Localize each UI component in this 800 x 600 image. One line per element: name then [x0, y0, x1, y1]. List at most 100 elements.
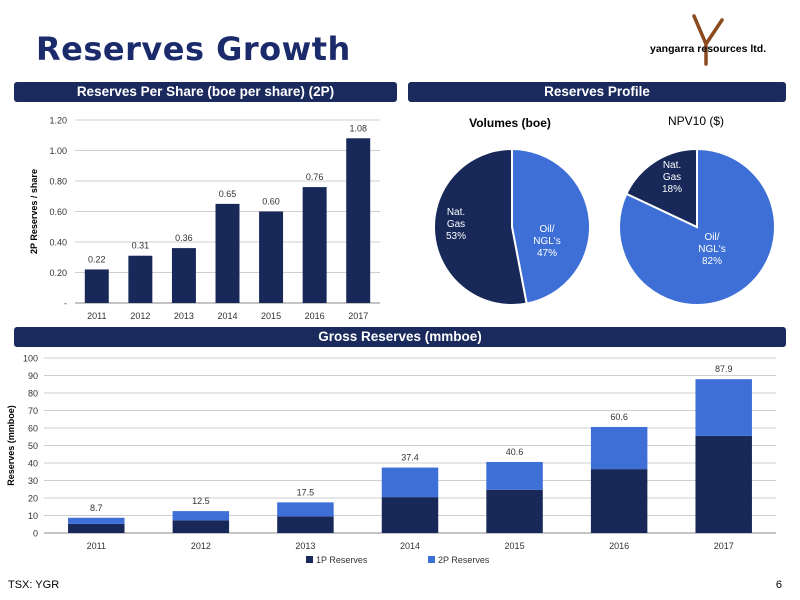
y-tick-label: 10 — [28, 511, 38, 521]
y-tick-label: 100 — [23, 354, 38, 364]
total-label: 60.6 — [610, 412, 628, 422]
y-tick-label: 1.20 — [49, 116, 67, 126]
page-title: Reserves Growth — [36, 30, 351, 68]
bar — [346, 138, 371, 303]
y-tick-label: 20 — [28, 494, 38, 504]
bar — [171, 248, 196, 303]
total-label: 8.7 — [90, 503, 103, 513]
pie-label: Gas — [447, 219, 465, 230]
x-tick-label: 2016 — [305, 311, 325, 321]
y-tick-label: 1.00 — [49, 146, 67, 156]
bar-2p — [590, 426, 648, 470]
pie-label: Oil/ — [705, 232, 720, 243]
bar-1p — [381, 497, 439, 533]
y-tick-label: 0.40 — [49, 238, 67, 248]
pie-label: Nat. — [663, 160, 681, 171]
bar-2p — [486, 461, 543, 490]
bar-2p — [277, 502, 334, 517]
reserves-per-share-chart: - 0.20 0.40 0.60 0.80 1.00 1.20 0.22 2011 0.31 201… — [29, 116, 380, 321]
pie-label: NGL's — [698, 244, 725, 255]
x-tick-label: 2012 — [130, 311, 150, 321]
x-tick-label: 2015 — [261, 311, 281, 321]
legend-swatch — [428, 556, 435, 563]
page-number: 6 — [775, 579, 782, 591]
bar-1p — [486, 489, 543, 533]
x-tick-label: 2014 — [217, 311, 237, 321]
x-tick-label: 2016 — [609, 541, 629, 551]
pie-label: 82% — [702, 256, 722, 267]
y-tick-label: 30 — [28, 476, 38, 486]
pie-slice — [625, 147, 698, 229]
bar — [84, 269, 109, 303]
bar — [302, 187, 327, 303]
x-tick-label: 2011 — [87, 541, 106, 551]
y-tick-label: 0.80 — [49, 177, 67, 187]
data-label: 1.08 — [349, 123, 367, 133]
logo-mark — [692, 14, 724, 66]
bar-2p — [172, 511, 230, 521]
x-tick-label: 2013 — [174, 311, 194, 321]
data-label: 0.36 — [175, 233, 193, 243]
bar-1p — [277, 516, 334, 533]
x-tick-label: 2014 — [400, 541, 420, 551]
reserves-profile-banner: Reserves Profile — [408, 82, 786, 102]
bar-1p — [590, 469, 648, 533]
x-tick-label: 2017 — [348, 311, 368, 321]
y-tick-label: 40 — [28, 459, 38, 469]
bar — [128, 255, 153, 303]
pie-slice — [511, 147, 591, 305]
pie-label: Nat. — [447, 207, 465, 218]
reserves-per-share-banner: Reserves Per Share (boe per share) (2P) — [14, 82, 397, 102]
total-label: 37.4 — [401, 453, 419, 463]
bar-2p — [695, 379, 752, 436]
y-tick-label: 90 — [28, 371, 38, 381]
x-tick-label: 2013 — [295, 541, 315, 551]
pie-label: 18% — [662, 184, 682, 195]
volumes-pie-title: Volumes (boe) — [469, 116, 551, 130]
y-tick-label: 70 — [28, 406, 38, 416]
data-label: 0.22 — [88, 254, 106, 264]
gross-reserves-chart: 0 10 20 30 40 50 60 70 80 90 100 8.7 2011 12.5 2012 17.… — [6, 354, 776, 565]
bar — [215, 203, 240, 303]
pie-label: Oil/ — [540, 224, 555, 235]
pie-label: Gas — [663, 172, 681, 183]
gross-reserves-banner: Gross Reserves (mmboe) — [14, 327, 786, 347]
bar — [259, 211, 284, 303]
legend-label: 1P Reserves — [316, 555, 368, 565]
x-tick-label: 2015 — [505, 541, 525, 551]
y-tick-label: 60 — [28, 424, 38, 434]
y-tick-label: 0 — [33, 529, 38, 539]
x-tick-label: 2011 — [87, 311, 106, 321]
total-label: 12.5 — [192, 496, 210, 506]
pie-slice — [432, 147, 528, 306]
legend-label: 2P Reserves — [438, 555, 490, 565]
data-label: 0.65 — [219, 189, 237, 199]
bar-1p — [172, 520, 230, 533]
y-tick-label: 80 — [28, 389, 38, 399]
company-logo: yangarra resources ltd. — [650, 14, 766, 66]
x-tick-label: 2012 — [191, 541, 211, 551]
npv10-pie-title: NPV10 ($) — [667, 114, 725, 128]
bar-1p — [695, 435, 752, 533]
x-tick-label: 2017 — [714, 541, 734, 551]
y-axis-title: Reserves (mmboe) — [6, 405, 16, 486]
y-axis-title: 2P Reserves / share — [29, 169, 39, 254]
y-tick-label: 50 — [28, 441, 38, 451]
y-tick-label: 0.20 — [49, 268, 67, 278]
y-tick-label: 0.60 — [49, 207, 67, 217]
bar-1p — [68, 523, 125, 533]
total-label: 17.5 — [297, 487, 315, 497]
bar-2p — [68, 517, 125, 524]
legend-swatch — [306, 556, 313, 563]
y-tick-label: - — [64, 299, 67, 309]
total-label: 87.9 — [715, 364, 733, 374]
total-label: 40.6 — [506, 447, 524, 457]
ticker-label: TSX: YGR — [8, 579, 60, 591]
pie-label: 53% — [446, 231, 466, 242]
data-label: 0.31 — [132, 241, 150, 251]
logo-text: yangarra resources ltd. — [650, 43, 766, 55]
pie-label: NGL's — [533, 236, 560, 247]
pie-label: 47% — [537, 248, 557, 259]
bar-2p — [381, 467, 439, 498]
